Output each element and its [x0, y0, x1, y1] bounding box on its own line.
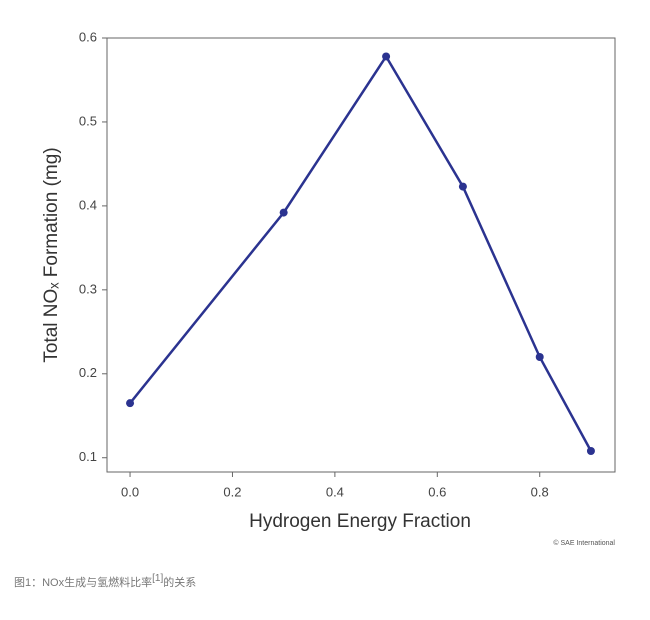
x-tick-label: 0.2 — [223, 484, 241, 499]
point — [126, 399, 135, 408]
caption-ref: [1] — [152, 573, 163, 584]
y-tick-label: 0.1 — [79, 449, 97, 464]
x-tick-label: 0.4 — [326, 484, 344, 499]
plot-frame — [106, 37, 616, 473]
credit: © SAE International — [553, 539, 615, 547]
x-tick-label: 0.8 — [531, 484, 549, 499]
caption: 图1：NOx生成与氢燃料比率[1]的关系 — [14, 573, 196, 589]
x-axis-label: Hydrogen Energy Fraction — [249, 511, 471, 532]
y-tick-label: 0.4 — [79, 197, 97, 212]
y-axis-label: Total NOₓ Formation (mg) — [41, 147, 62, 362]
y-tick-label: 0.2 — [79, 365, 97, 380]
point — [382, 52, 391, 61]
y-tick-label: 0.5 — [79, 113, 97, 128]
line — [129, 54, 593, 452]
point — [586, 447, 595, 456]
point — [279, 208, 288, 217]
caption-text: 的关系 — [163, 575, 196, 589]
x-tick-label: 0.6 — [428, 484, 446, 499]
point — [535, 352, 544, 361]
point — [458, 182, 467, 191]
y-tick-label: 0.6 — [79, 29, 97, 44]
x-tick-label: 0.0 — [121, 484, 139, 499]
caption-text: 图1：NOx生成与氢燃料比率 — [14, 575, 152, 589]
y-tick-label: 0.3 — [79, 281, 97, 296]
